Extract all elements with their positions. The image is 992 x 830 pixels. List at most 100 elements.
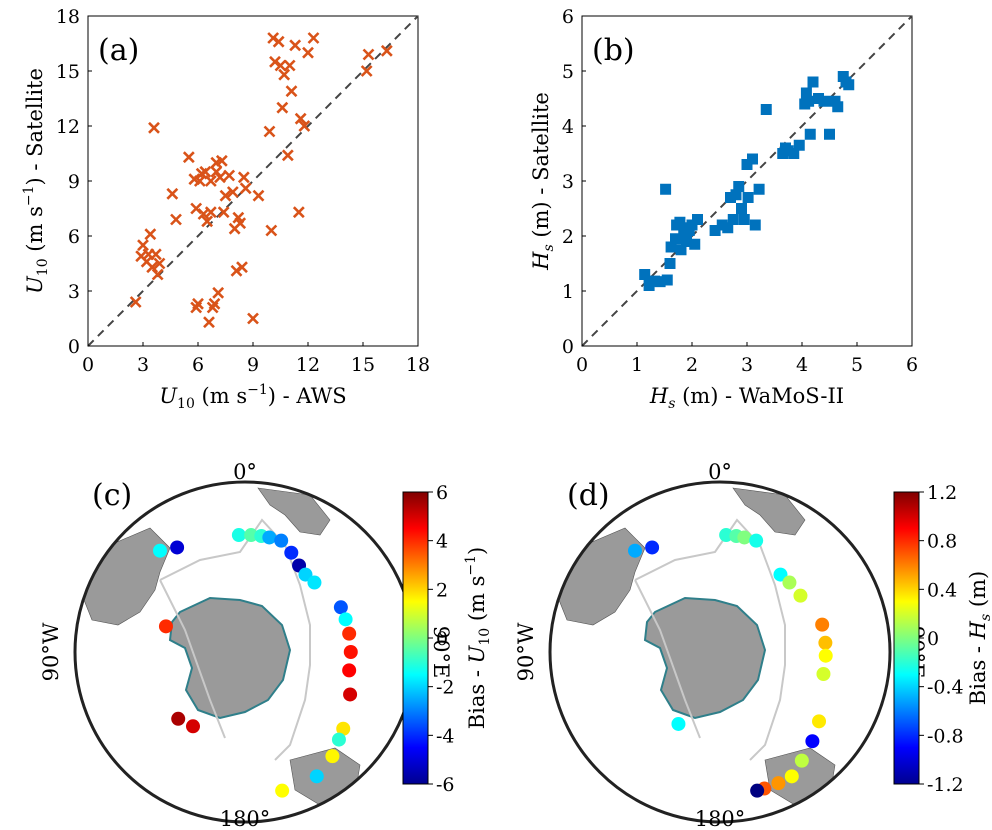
- bias-point: [244, 528, 259, 543]
- y-tick-labels-a: 0 3 6 9 12 15 18: [56, 6, 92, 358]
- x-tick-label: 2: [686, 354, 698, 376]
- scatter-point: [753, 183, 765, 195]
- scatter-point: [192, 297, 204, 310]
- scatter-point: [742, 192, 754, 203]
- scatter-point: [654, 276, 666, 288]
- panel-d: 0° 180° 90°W 90°E (d) 1.20.80.40-0.4-0.8…: [514, 460, 992, 830]
- bias-point: [812, 714, 827, 729]
- scatter-point: [236, 261, 248, 274]
- bias-point: [793, 588, 808, 603]
- scatter-point: [219, 189, 232, 202]
- scatter-point: [210, 165, 223, 178]
- scatter-points-a: [129, 32, 393, 329]
- x-tick-label: 6: [192, 354, 204, 376]
- scatter-point: [182, 151, 195, 164]
- x-tick-label: 3: [137, 354, 149, 376]
- y-tick-label: 3: [68, 281, 80, 303]
- colorbar-label-d: Bias - Hs (m): [966, 571, 992, 705]
- y-tick-label: 0: [68, 336, 80, 358]
- scatter-point: [217, 206, 230, 219]
- x-tick-label: 18: [406, 354, 430, 376]
- scatter-point: [832, 101, 844, 113]
- bias-point: [336, 721, 351, 736]
- scatter-point: [215, 154, 228, 167]
- scatter-point: [733, 181, 745, 192]
- scatter-point: [360, 65, 373, 77]
- bias-point: [771, 776, 786, 791]
- scatter-point: [738, 214, 750, 225]
- y-tick-label: 9: [68, 171, 80, 193]
- bias-point: [331, 732, 346, 747]
- bias-point: [333, 600, 348, 615]
- colorbar-tick-label: -6: [436, 774, 455, 796]
- x-axis-label-b: Hs (m) - WaMoS-II: [649, 384, 844, 412]
- one-to-one-line-a: [87, 15, 419, 347]
- scatter-point: [234, 217, 247, 230]
- scatter-point: [380, 44, 393, 57]
- scatter-point: [204, 175, 217, 187]
- scatter-point: [252, 189, 265, 202]
- bias-point: [749, 533, 764, 548]
- scatter-point: [285, 85, 298, 98]
- scatter-point: [281, 149, 294, 162]
- colorbar-tick-label: 4: [436, 531, 448, 553]
- panel-b: 0 1 2 3 4 5 6 0 1 2 3 4 5 6 (b) Hs (m) - WaMoS-II Hs…: [529, 6, 918, 412]
- colorbar-ticks-c: 6 4 2 0 -2 -4 -6: [428, 482, 455, 796]
- bias-point: [275, 783, 290, 798]
- y-tick-label: 1: [562, 281, 574, 303]
- scatter-point: [804, 128, 816, 140]
- x-tick-label: 3: [741, 354, 753, 376]
- x-tick-label: 6: [906, 354, 918, 376]
- y-tick-label: 3: [562, 171, 574, 193]
- x-tick-label: 0: [82, 354, 94, 376]
- scatter-point: [793, 139, 805, 151]
- y-tick-label: 4: [562, 116, 574, 138]
- africa-land-d: [732, 487, 806, 536]
- panel-label-a: (a): [98, 33, 139, 68]
- scatter-point: [263, 125, 276, 138]
- scatter-point: [749, 219, 761, 231]
- scatter-point: [692, 214, 703, 225]
- scatter-point: [664, 258, 676, 269]
- south-america-land-d: [554, 527, 646, 626]
- scatter-point: [800, 87, 812, 99]
- scatter-point: [843, 79, 855, 91]
- scatter-point: [307, 32, 320, 44]
- bias-point: [343, 687, 358, 702]
- scatter-point: [208, 297, 221, 310]
- bias-point: [262, 530, 277, 545]
- bias-point: [784, 769, 799, 784]
- colorbar-d: [893, 491, 920, 785]
- scatter-point: [149, 248, 162, 261]
- scatter-point: [170, 213, 182, 226]
- x-tick-labels-a: 0 3 6 9 12 15 18: [82, 342, 430, 376]
- scatter-point: [292, 206, 305, 219]
- map-d-boundary: [548, 480, 892, 824]
- colorbar-tick-label: 0.4: [927, 579, 957, 601]
- africa-land: [257, 487, 331, 536]
- lon-label-left-c: 90°W: [39, 622, 63, 681]
- scatter-point: [151, 268, 164, 281]
- x-tick-label: 4: [796, 354, 808, 376]
- bias-point: [343, 645, 358, 659]
- lon-label-right-c: 90°E: [429, 626, 453, 679]
- scatter-point: [278, 68, 291, 81]
- scatter-point: [153, 257, 166, 270]
- x-axis-label-a: U10 (m s−1) - AWS: [159, 382, 346, 412]
- colorbar-tick-label: 1.2: [927, 482, 957, 504]
- ship-track-d: [634, 518, 786, 761]
- colorbar-tick-label: -0.8: [927, 725, 964, 747]
- scatter-point: [788, 148, 800, 159]
- scatter-point: [362, 48, 375, 61]
- bias-point: [342, 663, 357, 678]
- colorbar-tick-label: -1.2: [927, 774, 964, 796]
- x-tick-label: 1: [631, 354, 643, 376]
- y-tick-label: 5: [562, 61, 574, 83]
- scatter-point: [237, 171, 250, 184]
- scatter-point: [239, 182, 252, 195]
- bias-point: [158, 619, 173, 634]
- bias-point: [338, 612, 353, 627]
- bias-point: [171, 711, 186, 726]
- colorbar-ticks-d: 1.2 0.8 0.4 0 -0.4 -0.8 -1.2: [919, 482, 964, 796]
